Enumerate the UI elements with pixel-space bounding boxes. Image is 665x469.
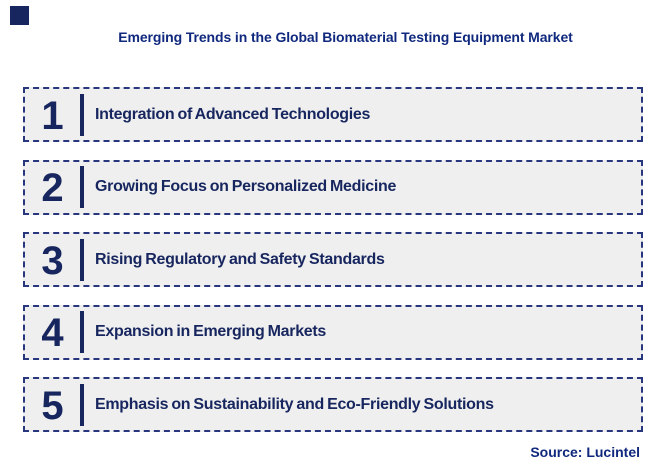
- trend-number: 4: [41, 311, 64, 355]
- trend-label: Rising Regulatory and Safety Standards: [95, 250, 385, 268]
- trend-row: 5 Emphasis on Sustainability and Eco-Fri…: [23, 377, 643, 432]
- corner-accent-square: [10, 6, 29, 25]
- trend-label: Expansion in Emerging Markets: [95, 323, 327, 340]
- trend-divider: [80, 311, 84, 353]
- trend-number: 5: [41, 383, 64, 428]
- page-title: Emerging Trends in the Global Biomateria…: [118, 29, 573, 45]
- source-attribution: Source: Lucintel: [530, 444, 640, 460]
- trend-label: Growing Focus on Personalized Medicine: [95, 178, 397, 195]
- trend-row: 4 Expansion in Emerging Markets: [23, 304, 643, 360]
- trend-number: 2: [41, 166, 64, 210]
- trend-row: 3 Rising Regulatory and Safety Standards: [23, 232, 643, 287]
- trend-number: 1: [41, 93, 64, 138]
- trend-divider: [80, 166, 84, 208]
- trend-number: 3: [41, 238, 64, 283]
- trend-divider: [80, 383, 84, 426]
- trend-label: Emphasis on Sustainability and Eco-Frien…: [95, 395, 494, 413]
- trend-label: Integration of Advanced Technologies: [95, 105, 371, 123]
- trend-list: 1 Integration of Advanced Technologies 2…: [23, 87, 643, 432]
- trend-row: 2 Growing Focus on Personalized Medicine: [23, 159, 643, 215]
- trend-divider: [80, 238, 84, 281]
- trend-row: 1 Integration of Advanced Technologies: [23, 87, 643, 142]
- trend-divider: [80, 93, 84, 136]
